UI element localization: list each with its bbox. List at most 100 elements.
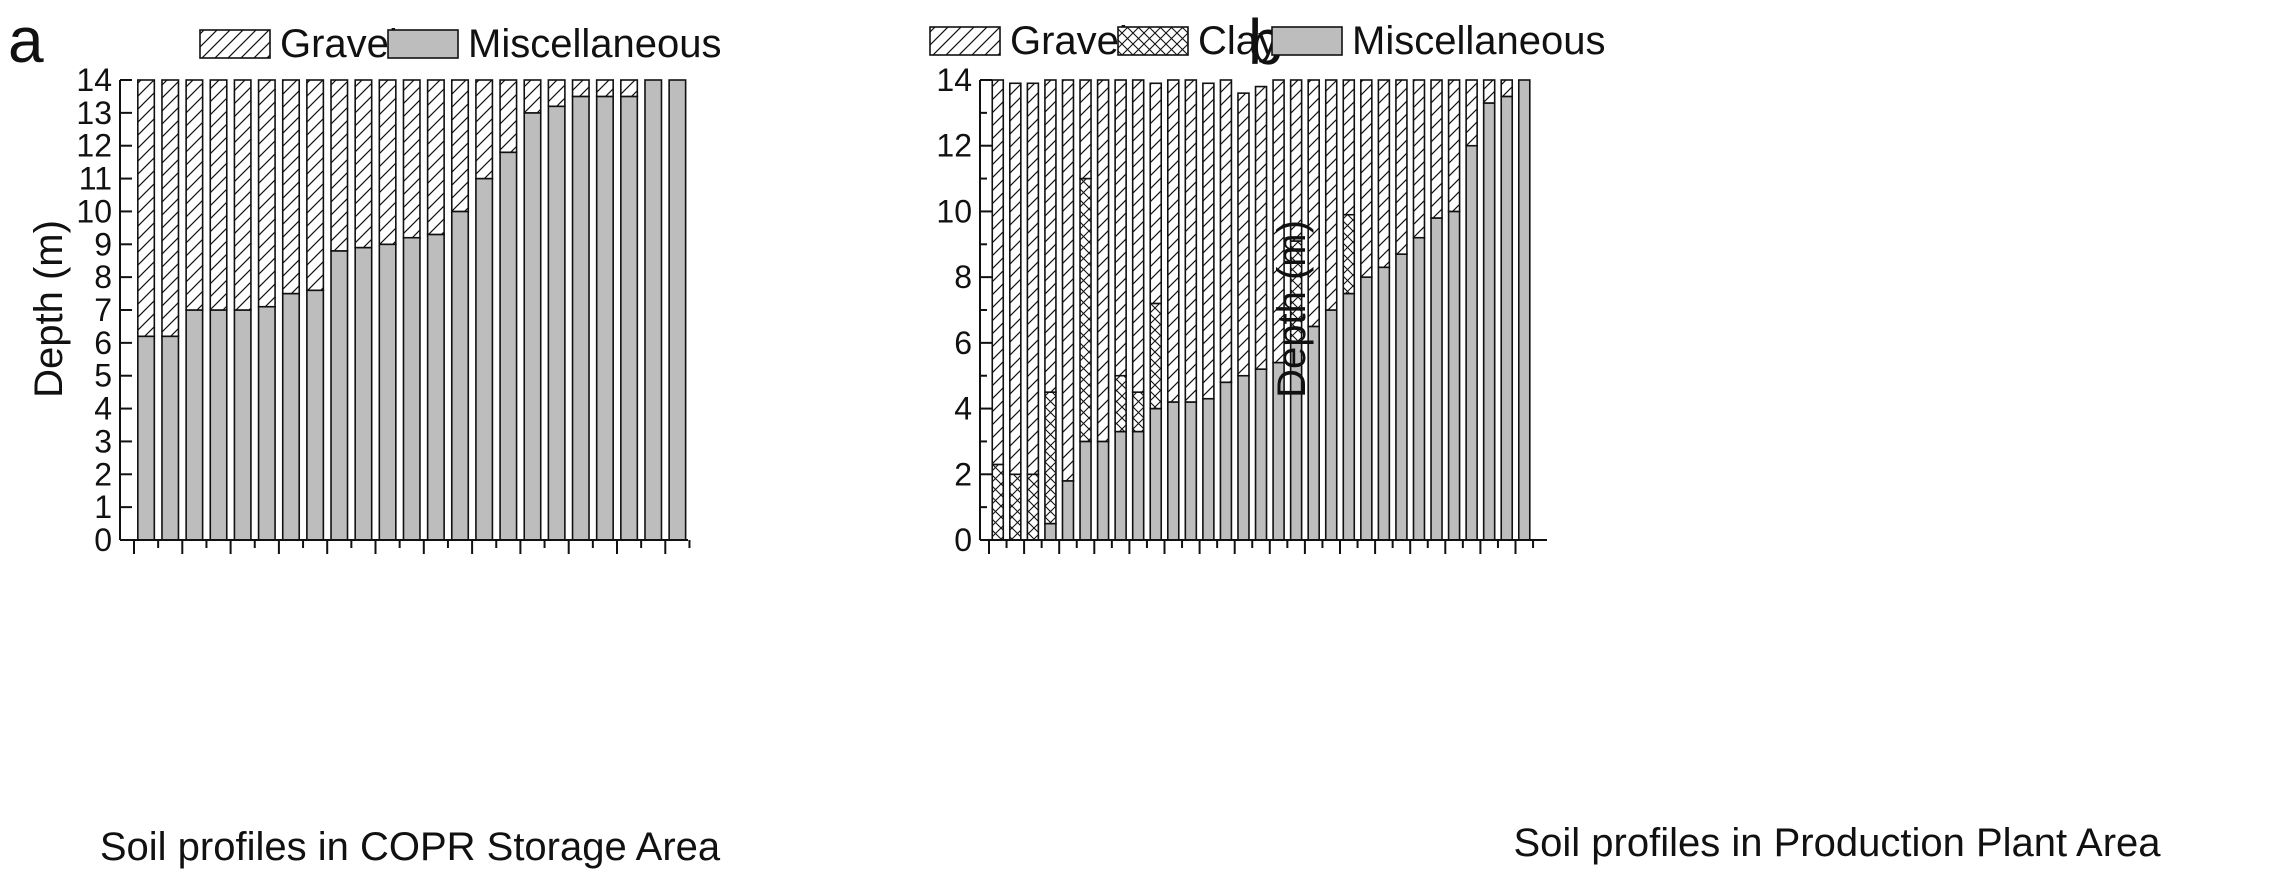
panel-b-bar-gravel-5 (1061, 79, 1075, 482)
panel-b-bar-miscellaneous-27 (1447, 210, 1461, 541)
panel-a-bar-miscellaneous-5 (233, 309, 252, 541)
panel-b-bar-gravel-28 (1465, 79, 1478, 147)
panel-a-bar-miscellaneous-14 (450, 210, 470, 541)
panel-b-bar-miscellaneous-16 (1254, 368, 1268, 541)
panel-a-bar-gravel-5 (233, 79, 252, 311)
panel-b-legend-swatch-gravel (929, 26, 1001, 56)
panel-b-bar-gravel-19 (1307, 79, 1320, 328)
panel-b-legend-label-miscellaneous: Miscellaneous (1352, 19, 1605, 63)
panel-b-bar-clay-1 (991, 463, 1005, 541)
panel-b-y-tick-label: 8 (954, 259, 972, 295)
panel-b-bar-gravel-24 (1395, 79, 1408, 255)
panel-a-chart: a Gravel Miscellaneous 012345678910111213… (8, 4, 721, 869)
panel-a-bar-miscellaneous-1 (137, 335, 156, 541)
panel-b-bar-miscellaneous-12 (1184, 401, 1198, 541)
panel-a-bar-gravel-7 (281, 79, 301, 295)
panel-a-bar-miscellaneous-6 (257, 305, 276, 541)
panel-a-y-tick-label: 5 (94, 358, 112, 394)
panel-a-bar-miscellaneous-7 (281, 292, 301, 541)
panel-b-bar-miscellaneous-4 (1044, 522, 1057, 541)
panel-b-legend-swatch-miscellaneous (1271, 26, 1343, 56)
panel-b-x-axis-label: Soil profiles in Production Plant Area (1513, 821, 2161, 865)
panel-b-bar-gravel-4 (1044, 79, 1057, 393)
panel-b-bar-gravel-9 (1131, 79, 1145, 393)
panel-b-bar-gravel-20 (1324, 79, 1338, 311)
panel-a-bar-miscellaneous-22 (644, 79, 663, 541)
panel-b-bar-miscellaneous-28 (1465, 144, 1478, 541)
panel-a-bar-miscellaneous-13 (426, 233, 445, 541)
panel-a-y-tick-label: 1 (94, 489, 112, 525)
panel-a-bar-miscellaneous-15 (475, 177, 494, 541)
panel-a-legend-swatch-miscellaneous (387, 29, 459, 59)
panel-b-bar-gravel-6 (1079, 79, 1092, 180)
panel-b-bar-clay-10 (1149, 302, 1163, 410)
panel-b-bar-gravel-26 (1430, 79, 1443, 219)
panel-a-legend-swatch-gravel (199, 29, 271, 59)
panel-b-bar-gravel-2 (1009, 82, 1022, 476)
panel-b-bar-miscellaneous-6 (1079, 440, 1092, 541)
panel-a-bar-miscellaneous-8 (306, 289, 325, 541)
panel-b-legend-label-clay: Clay (1198, 19, 1278, 63)
panel-b-legend-swatch-clay (1117, 26, 1189, 56)
panel-a-y-tick-label: 2 (94, 456, 112, 492)
panel-b-legend-label-gravel: Gravel (1010, 19, 1128, 63)
panel-a-bar-gravel-20 (595, 79, 614, 98)
panel-a-bar-miscellaneous-9 (330, 250, 349, 541)
panel-a-bar-gravel-6 (257, 79, 276, 308)
panel-b-bar-gravel-25 (1412, 79, 1426, 239)
panel-a-bar-gravel-19 (571, 79, 590, 98)
panel-b-bar-miscellaneous-10 (1149, 407, 1163, 541)
panel-b-bar-miscellaneous-9 (1131, 430, 1145, 541)
panel-b-bar-clay-8 (1114, 374, 1127, 433)
panel-a-bar-gravel-9 (330, 79, 349, 252)
panel-b-bar-gravel-7 (1096, 79, 1110, 443)
panel-a-bar-gravel-18 (547, 79, 566, 108)
panel-a-y-tick-label: 6 (94, 325, 112, 361)
panel-b-y-tick-label: 2 (954, 456, 972, 492)
panel-a-bar-gravel-13 (426, 79, 445, 236)
panel-b-y-tick-label: 4 (954, 391, 972, 427)
panel-b-bar-gravel-30 (1500, 79, 1514, 98)
panel-b-bar-gravel-22 (1360, 79, 1373, 278)
panel-a-bar-miscellaneous-4 (209, 309, 228, 541)
panel-a-y-tick-label: 11 (79, 161, 112, 197)
panel-b-bar-gravel-29 (1482, 79, 1496, 104)
panel-b-bar-miscellaneous-7 (1096, 440, 1110, 541)
panel-b-bar-gravel-21 (1342, 79, 1356, 216)
panel-b-bar-miscellaneous-11 (1166, 401, 1180, 541)
panel-b-bar-clay-2 (1009, 473, 1022, 541)
panel-a-bar-miscellaneous-2 (161, 335, 180, 541)
panel-a-bar-miscellaneous-18 (547, 105, 566, 541)
panel-b-y-tick-label: 10 (936, 193, 972, 229)
panel-a-bar-miscellaneous-10 (354, 246, 373, 541)
panel-b-bar-clay-9 (1131, 391, 1145, 433)
panel-b-bar-gravel-10 (1149, 82, 1163, 305)
panel-a-bar-gravel-3 (185, 79, 204, 311)
panel-a-legend: Gravel Miscellaneous (199, 22, 721, 66)
panel-a-bar-miscellaneous-16 (499, 151, 518, 541)
panel-b-y-axis-label: Depth (m) (1270, 220, 1314, 398)
panel-a-bar-miscellaneous-19 (571, 95, 590, 541)
panel-a-bar-gravel-17 (523, 79, 542, 114)
panel-b-bar-miscellaneous-24 (1395, 253, 1408, 541)
panel-b-bar-gravel-14 (1219, 79, 1233, 384)
panel-a-bar-miscellaneous-3 (185, 309, 204, 541)
panel-a-bar-miscellaneous-12 (402, 236, 421, 541)
panel-b-bar-gravel-1 (991, 79, 1005, 466)
panel-a-bar-miscellaneous-17 (523, 112, 542, 541)
panel-b-bar-clay-21 (1342, 213, 1356, 295)
panel-a-bar-miscellaneous-20 (595, 95, 614, 541)
panel-b-y-tick-label: 6 (954, 325, 972, 361)
panel-b-y-tick-label: 12 (936, 128, 972, 164)
panel-b-bar-gravel-23 (1377, 79, 1391, 269)
panel-a-bar-gravel-21 (620, 79, 639, 98)
panel-b-plot-area: 0 2 4 6 8 10 12 14 (936, 62, 1547, 558)
panel-a-x-axis-label: Soil profiles in COPR Storage Area (100, 825, 721, 869)
panel-b-bar-gravel-27 (1447, 79, 1461, 213)
panel-b-bar-gravel-12 (1184, 79, 1198, 403)
panel-b-bar-gravel-16 (1254, 85, 1268, 370)
panel-a-y-tick-label: 9 (94, 226, 112, 262)
panel-b-bar-clay-6 (1079, 177, 1092, 443)
